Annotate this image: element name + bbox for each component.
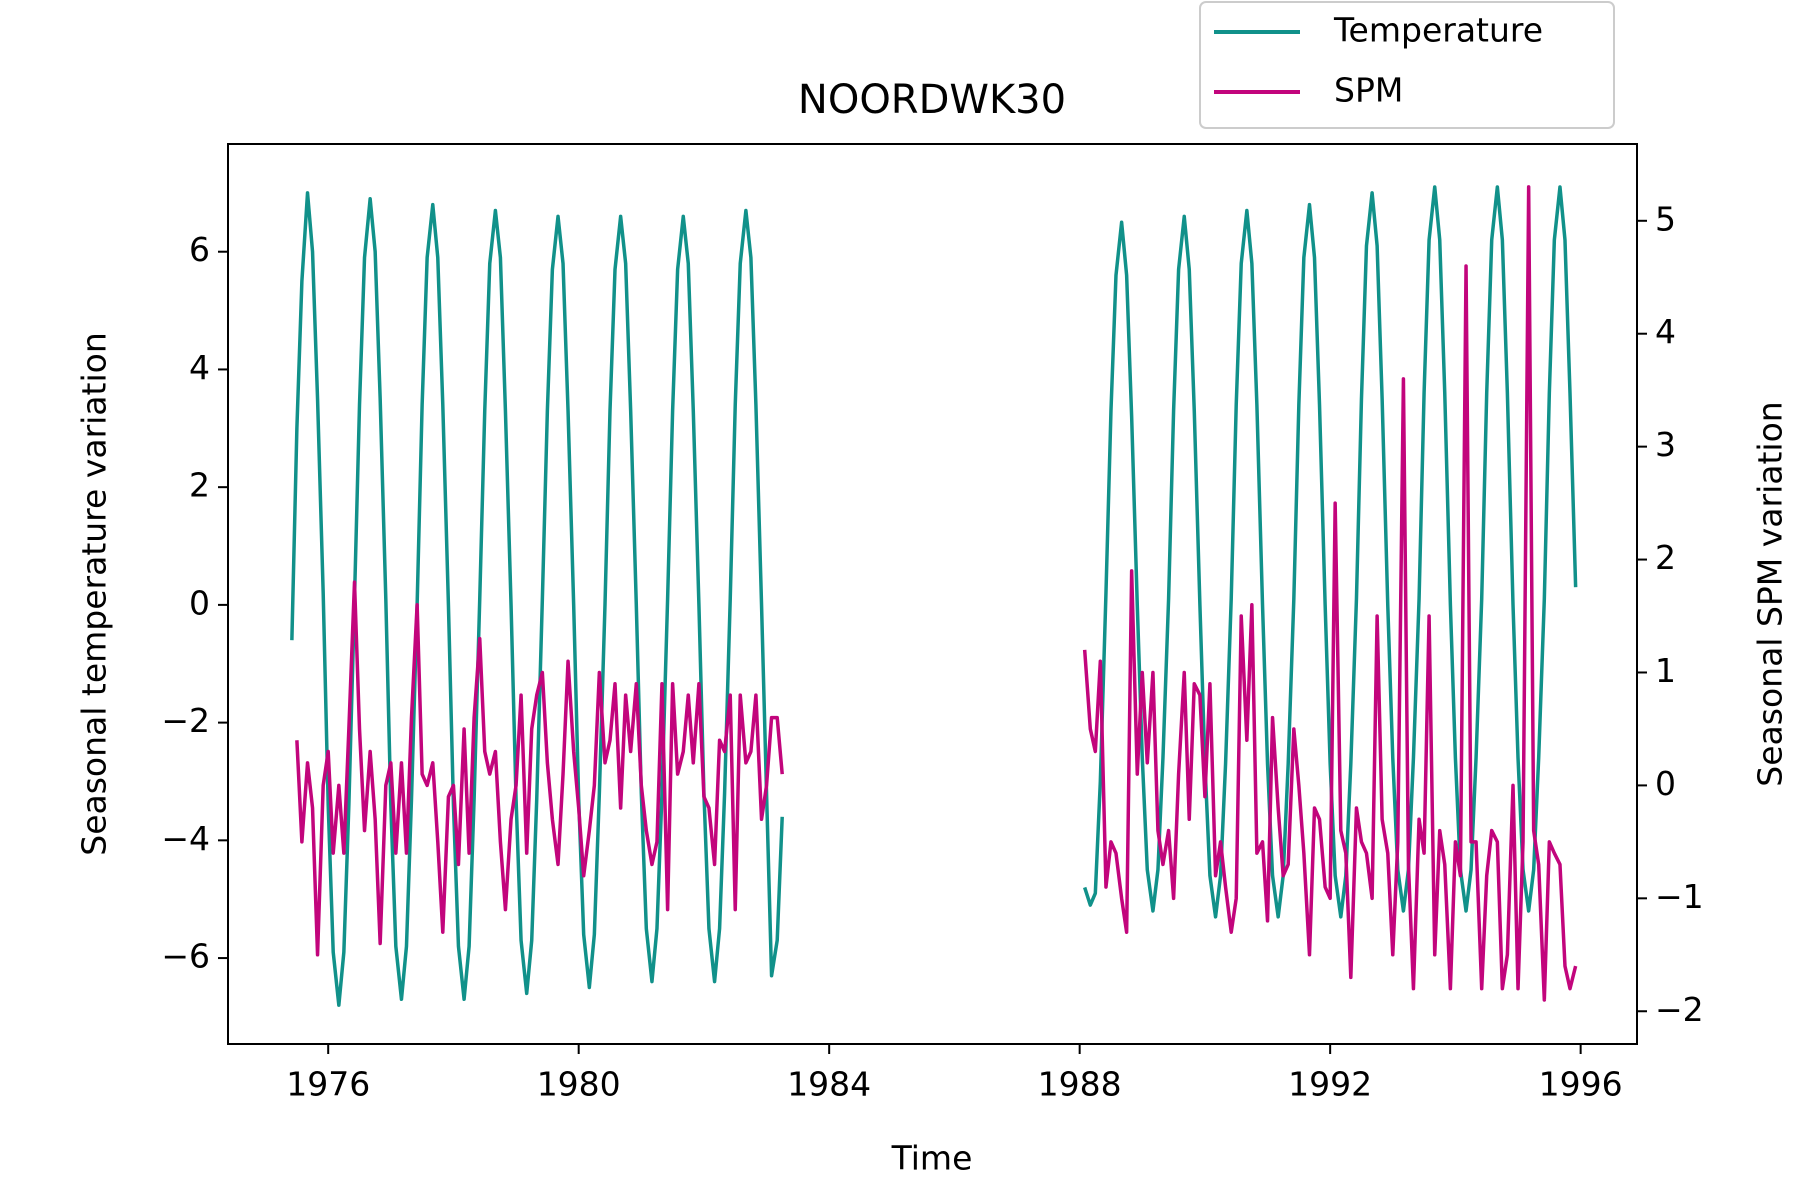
y-tick-label: 6 bbox=[189, 230, 210, 269]
legend-label: Temperature bbox=[1333, 11, 1543, 50]
x-tick-label: 1984 bbox=[787, 1065, 871, 1104]
y2-tick-label: 3 bbox=[1655, 425, 1676, 464]
plot-frame bbox=[227, 143, 1638, 1045]
y-axis-label: Seasonal temperature variation bbox=[75, 332, 114, 856]
y-tick-label: −6 bbox=[161, 937, 210, 976]
y-tick-label: 4 bbox=[189, 348, 210, 387]
series-line bbox=[290, 185, 1578, 1007]
y2-tick-label: 1 bbox=[1655, 651, 1676, 690]
x-tick-label: 1976 bbox=[286, 1065, 370, 1104]
y2-tick-label: 2 bbox=[1655, 538, 1676, 577]
x-tick-label: 1988 bbox=[1038, 1065, 1122, 1104]
y-tick-label: 2 bbox=[189, 466, 210, 505]
series-line bbox=[295, 185, 1578, 1002]
y2-axis-label: Seasonal SPM variation bbox=[1751, 401, 1790, 786]
y2-tick-label: −2 bbox=[1655, 990, 1704, 1029]
y-tick-label: −2 bbox=[161, 701, 210, 740]
y2-tick-label: 5 bbox=[1655, 199, 1676, 238]
y-tick-label: −4 bbox=[161, 819, 210, 858]
legend-box bbox=[1199, 1, 1615, 129]
x-tick-label: 1992 bbox=[1288, 1065, 1372, 1104]
y2-tick-label: −1 bbox=[1655, 877, 1704, 916]
y-tick-label: 0 bbox=[189, 583, 210, 622]
y2-tick-label: 0 bbox=[1655, 764, 1676, 803]
y2-tick-label: 4 bbox=[1655, 312, 1676, 351]
chart-title: NOORDWK30 bbox=[798, 77, 1066, 123]
x-tick-label: 1980 bbox=[537, 1065, 621, 1104]
x-tick-label: 1996 bbox=[1539, 1065, 1623, 1104]
legend-label: SPM bbox=[1334, 71, 1403, 110]
x-axis-label: Time bbox=[891, 1139, 973, 1178]
